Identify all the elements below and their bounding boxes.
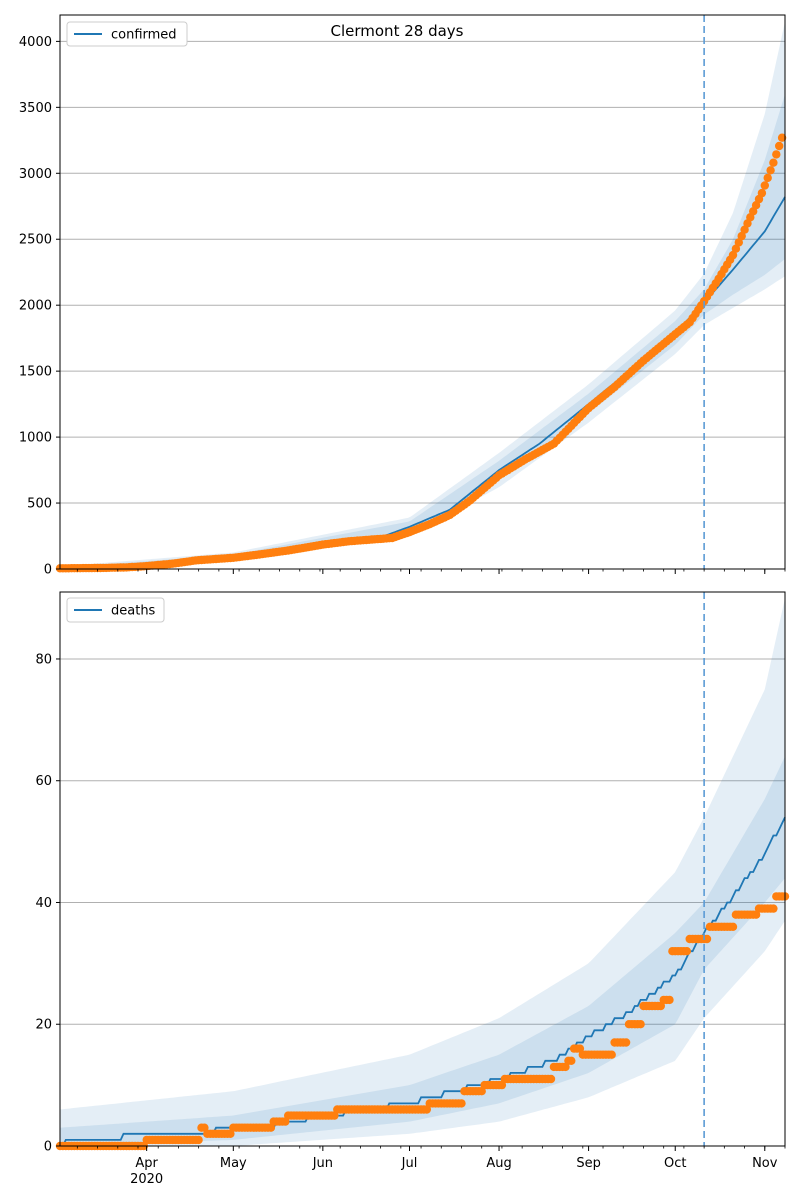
confirmed-legend: confirmed — [66, 21, 188, 47]
x-tick-label: Jul — [401, 1156, 418, 1171]
observed-point — [763, 173, 772, 183]
y-tick-label: 2500 — [19, 233, 52, 248]
observed-point — [731, 244, 741, 253]
y-tick-label: 0 — [44, 563, 52, 578]
legend-label-deaths: deaths — [111, 604, 156, 619]
y-tick-label: 80 — [35, 652, 52, 667]
observed-point — [607, 1050, 616, 1059]
y-tick-label: 2000 — [19, 299, 52, 314]
x-tick-year-label: 2020 — [130, 1172, 163, 1187]
x-tick-label: Aug — [486, 1156, 511, 1171]
chart-title: Clermont 28 days — [331, 22, 464, 40]
observed-point — [665, 995, 674, 1005]
y-tick-label: 1500 — [19, 365, 52, 380]
deaths-band-outer — [60, 598, 785, 1146]
observed-point — [760, 181, 769, 190]
confirmed-y-axis: 0 500 1000 1500 2000 2500 3000 3500 4000 — [19, 35, 60, 578]
y-tick-label: 1000 — [19, 431, 52, 446]
deaths-band-inner — [60, 756, 785, 1146]
y-tick-label: 3000 — [19, 167, 52, 182]
legend-box — [66, 597, 165, 623]
observed-point — [766, 166, 775, 175]
legend-label-confirmed: confirmed — [111, 28, 177, 43]
deaths-axes-frame — [59, 591, 786, 1147]
observed-point — [757, 188, 767, 198]
observed-point — [682, 947, 691, 956]
observed-point — [728, 250, 738, 260]
x-tick-label: Oct — [664, 1156, 686, 1171]
observed-point — [728, 922, 738, 931]
deaths-observed-points — [55, 892, 790, 1151]
observed-point — [777, 133, 787, 142]
observed-point — [772, 150, 781, 159]
y-tick-label: 3500 — [19, 101, 52, 116]
y-tick-label: 60 — [35, 774, 52, 789]
y-tick-label: 4000 — [19, 35, 52, 50]
observed-point — [740, 225, 749, 234]
observed-point — [734, 238, 743, 247]
observed-point — [457, 1099, 466, 1108]
confirmed-axes-frame — [59, 14, 786, 570]
x-tick-label: Jun — [312, 1156, 333, 1171]
observed-point — [621, 1038, 631, 1047]
x-tick-label: May — [220, 1156, 247, 1171]
y-tick-label: 20 — [35, 1018, 52, 1033]
observed-point — [194, 1135, 203, 1145]
observed-point — [737, 231, 746, 241]
observed-point — [546, 1074, 556, 1084]
deaths-uncertainty-bands — [60, 598, 785, 1146]
confirmed-observed-points — [55, 133, 787, 573]
deaths-model-line — [60, 816, 786, 1147]
deaths-model-path — [60, 816, 786, 1147]
deaths-legend: deaths — [66, 597, 165, 623]
x-tick-label: Apr — [135, 1156, 158, 1171]
x-tick-label: Nov — [752, 1156, 778, 1171]
confirmed-x-axis — [76, 569, 786, 574]
confirmed-panel: 0 500 1000 1500 2000 2500 3000 3500 4000 Clermon… — [19, 14, 787, 578]
observed-point — [769, 158, 778, 167]
observed-point — [567, 1056, 576, 1066]
y-tick-label: 500 — [27, 497, 52, 512]
legend-box — [66, 21, 188, 47]
x-tick-label: Sep — [576, 1156, 601, 1171]
deaths-y-axis: 0 20 40 60 80 — [35, 652, 60, 1155]
y-tick-label: 40 — [35, 896, 52, 911]
observed-point — [775, 141, 784, 151]
observed-point — [636, 1019, 645, 1029]
y-tick-label: 0 — [44, 1140, 52, 1155]
observed-point — [769, 904, 778, 913]
